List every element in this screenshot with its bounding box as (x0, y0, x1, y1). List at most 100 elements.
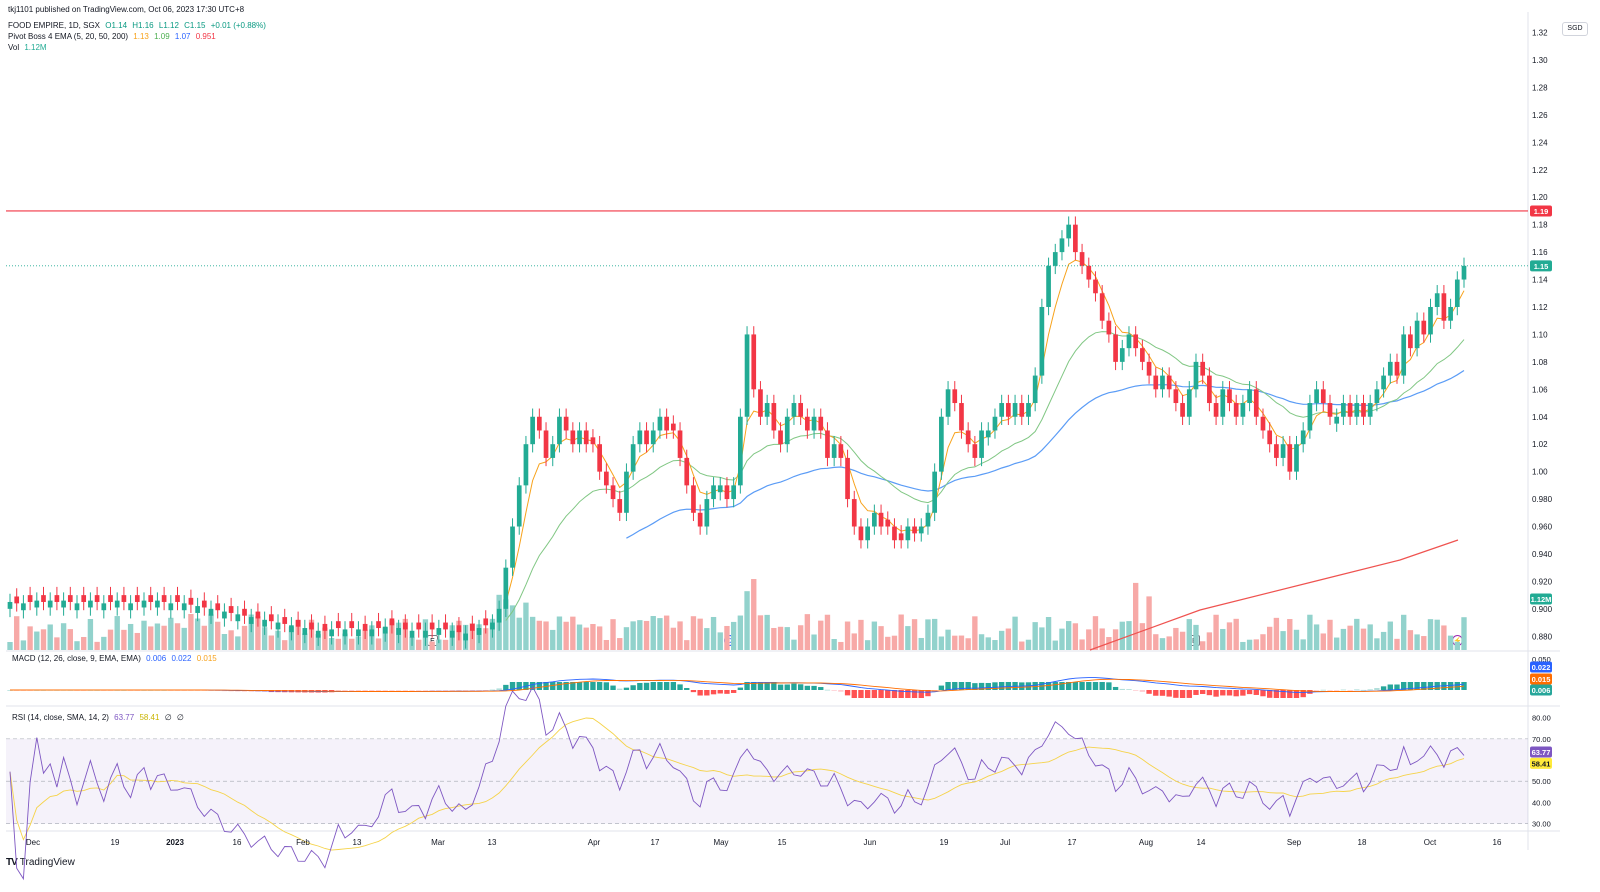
candle-body (825, 430, 830, 458)
candle-body (248, 617, 254, 624)
macd-histogram-bar (724, 690, 730, 694)
candle-body (878, 512, 884, 527)
volume-bar (1307, 614, 1313, 650)
volume-bar (1119, 621, 1125, 650)
candle-body (1213, 403, 1219, 417)
vol-legend-label[interactable]: Vol (8, 43, 20, 52)
symbol-title[interactable]: FOOD EMPIRE, 1D, SGX (8, 21, 101, 30)
macd-histogram-bar (777, 684, 784, 690)
macd-histogram-bar (737, 687, 744, 690)
macd-histogram-bar (449, 690, 455, 691)
low-value: L1.12 (158, 21, 179, 30)
volume-bar (811, 634, 817, 650)
candle-body (483, 618, 489, 626)
volume-bar (851, 633, 857, 650)
candle-body (1394, 361, 1400, 376)
volume-bar (295, 620, 301, 650)
volume-bar (7, 642, 13, 650)
currency-button[interactable]: SGD (1562, 22, 1588, 36)
x-tick-label: Feb (296, 838, 310, 847)
macd-legend-label[interactable]: MACD (12, 26, close, 9, EMA, EMA) (12, 654, 141, 663)
volume-bar (898, 614, 904, 650)
candle-body (61, 600, 66, 608)
y-tick-label: 1.18 (1532, 221, 1548, 230)
ema-legend: Pivot Boss 4 EMA (5, 20, 50, 200) 1.13 1… (8, 31, 219, 42)
macd-histogram-bar (1119, 688, 1125, 690)
candle-body (603, 471, 609, 486)
volume-bar (81, 636, 87, 650)
x-tick-label: Jun (864, 838, 877, 847)
candle-body (1294, 444, 1299, 472)
volume-bar (583, 627, 589, 650)
candle-body (536, 416, 542, 431)
candle-body (155, 600, 160, 608)
macd-histogram-bar (1153, 690, 1159, 696)
candle-body (530, 416, 535, 445)
y-tick-label: 0.940 (1532, 550, 1553, 559)
candle-body (1300, 430, 1306, 445)
volume-bar (1387, 621, 1393, 650)
candle-body (456, 625, 462, 633)
ema50-value: 1.07 (174, 32, 191, 41)
volume-bar (1132, 582, 1139, 650)
rsi-legend: RSI (14, close, SMA, 14, 2) 63.77 58.41 … (12, 713, 187, 722)
volume-bar (529, 616, 536, 650)
candle-body (717, 485, 723, 493)
volume-bar (1414, 634, 1420, 650)
candle-body (1448, 306, 1453, 321)
rsi-legend-label[interactable]: RSI (14, close, SMA, 14, 2) (12, 713, 109, 722)
volume-bar (47, 624, 53, 650)
volume-bar (998, 630, 1005, 650)
volume-bar (844, 621, 851, 650)
volume-bar (1072, 623, 1079, 650)
volume-bar (690, 616, 697, 650)
candle-body (999, 403, 1005, 417)
candle-body (1374, 389, 1380, 404)
volume-bar (194, 618, 201, 650)
candle-body (711, 485, 716, 500)
candle-body (912, 526, 917, 534)
macd-histogram-bar (436, 690, 442, 691)
macd-value: 0.006 (146, 654, 167, 663)
candle-body (838, 444, 844, 458)
macd-histogram-bar (690, 690, 697, 693)
macd-histogram-bar (1159, 690, 1166, 696)
candle-body (818, 416, 824, 431)
candle-body (503, 567, 509, 609)
macd-histogram-bar (791, 683, 797, 690)
candle-body (1280, 444, 1286, 458)
candle-body (1046, 265, 1051, 307)
candle-body (255, 611, 261, 619)
y-tick-label: 1.00 (1532, 468, 1548, 477)
ema-legend-label[interactable]: Pivot Boss 4 EMA (5, 20, 50, 200) (8, 32, 129, 41)
candle-body (148, 595, 154, 602)
x-tick-label: 13 (488, 838, 497, 847)
macd-histogram-bar (1347, 690, 1353, 691)
macd-histogram-bar (1032, 682, 1038, 690)
volume-bar (1401, 614, 1407, 650)
candle-body (1408, 334, 1413, 349)
macd-histogram-bar (1005, 682, 1012, 690)
volume-bar (362, 629, 368, 650)
volume-bar (1354, 618, 1360, 650)
volume-bar (1407, 630, 1414, 650)
candle-body (771, 403, 777, 431)
macd-histogram-bar (1092, 682, 1099, 690)
candle-body (905, 526, 911, 541)
y-tick-label: 1.06 (1532, 385, 1548, 394)
candle-body (550, 444, 556, 458)
macd-histogram-bar (1320, 689, 1326, 691)
volume-bar (14, 616, 20, 650)
volume-bar (168, 617, 174, 650)
candle-body (208, 608, 214, 616)
tradingview-watermark[interactable]: TV TradingView (6, 857, 75, 868)
macd-histogram-bar (905, 690, 911, 698)
volume-bar (965, 638, 971, 650)
candle-body (510, 526, 515, 568)
candle-body (463, 633, 468, 641)
macd-histogram-bar (1374, 688, 1380, 690)
tradingview-logo-icon: TV (6, 857, 18, 868)
macd-signal-line (10, 678, 1465, 692)
vol-legend: Vol 1.12M (8, 42, 50, 53)
